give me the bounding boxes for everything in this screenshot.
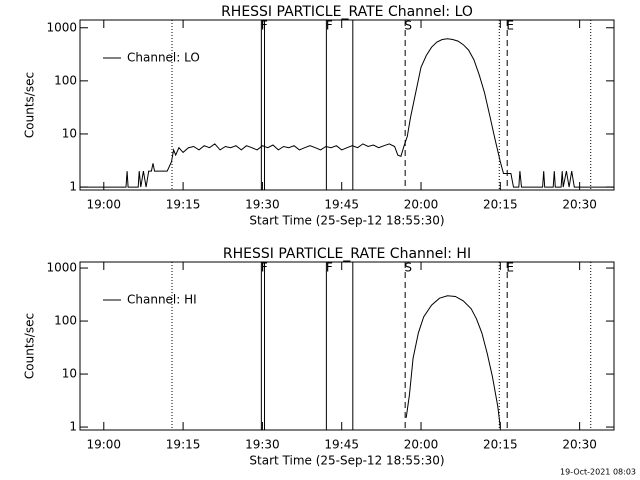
chart-title: RHESSI PARTICLE_RATE Channel: HI [223, 246, 471, 262]
data-line [405, 295, 501, 428]
plot-frame [79, 261, 615, 431]
y-tick-label: 1000 [46, 261, 77, 275]
data-line [80, 38, 614, 188]
plot-frame [79, 19, 615, 191]
x-tick-label: 19:15 [166, 438, 201, 452]
marker-label: E [506, 261, 514, 275]
x-tick-label: 19:30 [245, 198, 280, 212]
y-tick-label: 1 [69, 180, 77, 194]
x-tick-label: 19:45 [324, 198, 359, 212]
marker-label: S [404, 19, 412, 33]
footer: 19-Oct-2021 08:03 [560, 468, 636, 477]
y-tick-label: 10 [62, 367, 77, 381]
y-tick-label: 10 [62, 126, 77, 140]
marker-label: F [326, 19, 333, 33]
y-axis-label: Counts/sec [23, 72, 37, 138]
x-tick-label: 19:00 [86, 198, 121, 212]
marker-label: F [326, 261, 333, 275]
y-tick-label: 100 [54, 314, 77, 328]
x-axis-label: Start Time (25-Sep-12 18:55:30) [249, 214, 444, 228]
x-tick-label: 20:00 [404, 198, 439, 212]
y-axis-label: Counts/sec [23, 313, 37, 379]
x-axis-label: Start Time (25-Sep-12 18:55:30) [249, 454, 444, 468]
marker-label: S [404, 261, 412, 275]
x-tick-label: 20:15 [483, 438, 518, 452]
y-tick-label: 1 [69, 420, 77, 434]
y-tick-label: 1000 [46, 20, 77, 34]
x-tick-label: 19:00 [86, 438, 121, 452]
legend-label: Channel: LO [127, 51, 200, 65]
x-tick-label: 20:15 [483, 198, 518, 212]
x-tick-label: 19:30 [245, 438, 280, 452]
y-tick-label: 100 [54, 73, 77, 87]
x-tick-label: 19:45 [324, 438, 359, 452]
x-tick-label: 19:15 [166, 198, 201, 212]
x-tick-label: 20:00 [404, 438, 439, 452]
chart-title: RHESSI PARTICLE_RATE Channel: LO [221, 4, 473, 20]
x-tick-label: 20:30 [562, 198, 597, 212]
legend-label: Channel: HI [127, 293, 197, 307]
marker-label: E [506, 19, 514, 33]
x-tick-label: 20:30 [562, 438, 597, 452]
